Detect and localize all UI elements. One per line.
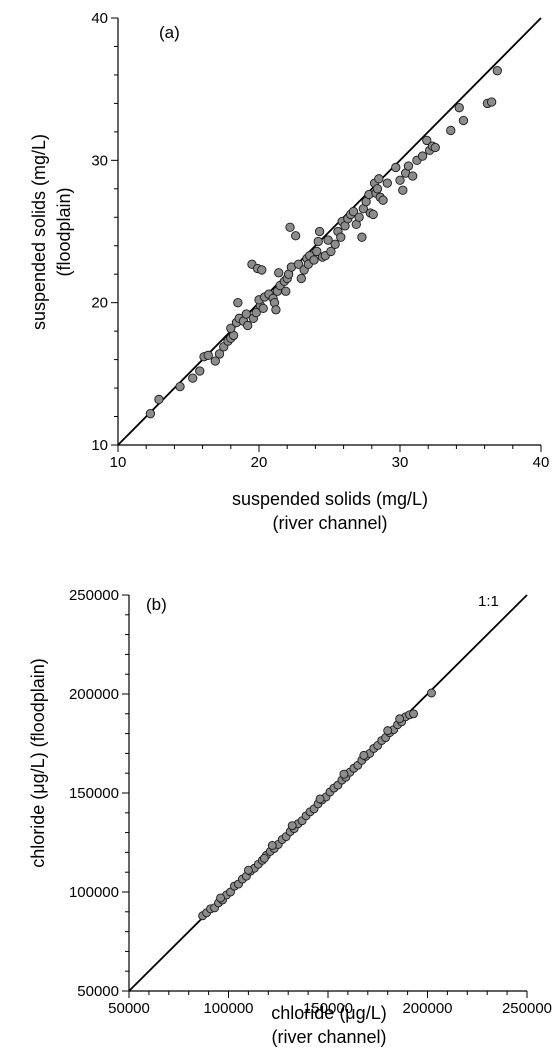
panel-b-data-point xyxy=(395,714,405,724)
panel-a-data-point xyxy=(372,184,383,194)
panel-b-x-tick-label: 150000 xyxy=(303,1000,353,1017)
panel-b-label: (b) xyxy=(146,595,167,614)
panel-a-data-point xyxy=(281,286,291,296)
panel-a-y-tick-label: 10 xyxy=(91,437,108,454)
panel-b-y-tick-label: 150000 xyxy=(69,785,119,802)
panel-b-x-tick-label: 100000 xyxy=(203,1000,253,1017)
panel-a-data-point xyxy=(357,232,367,242)
panel-a-data-point xyxy=(233,298,243,308)
panel-a-data-point xyxy=(391,162,401,173)
panel-a-y-axis-title-line2: (floodplain) xyxy=(54,187,74,276)
panel-b-data-point xyxy=(409,709,419,719)
panel-a-x-axis-title-line1: suspended solids (mg/L) xyxy=(232,489,428,509)
panel-b-data-point xyxy=(339,769,349,779)
panel-a-one-to-one-line xyxy=(117,17,542,446)
panel-a-y-tick-label: 30 xyxy=(91,152,108,169)
panel-a-data-point xyxy=(195,366,205,376)
panel-a-data-point xyxy=(430,142,440,153)
panel-a-data-point xyxy=(326,246,336,257)
panel-a-data-point xyxy=(313,236,323,247)
panel-a-data-point xyxy=(446,125,456,136)
panel-a-data-point xyxy=(296,273,306,284)
panel-a-data-point xyxy=(323,235,333,245)
panel-b-data-point xyxy=(216,893,225,903)
panel-a-data-point xyxy=(226,323,236,333)
panel-a-data-point xyxy=(312,246,322,257)
panel-b-y-tick-label: 100000 xyxy=(69,884,119,901)
panel-a-data-point xyxy=(417,151,428,161)
panel-b-y-tick-label: 50000 xyxy=(77,983,119,1000)
panel-a-data-point xyxy=(214,349,225,359)
panel-a-data-point xyxy=(492,66,502,76)
panel-a-x-tick-label: 30 xyxy=(392,454,409,471)
panel-a-data-point xyxy=(486,97,497,107)
panel-b-x-axis-title-line1: chloride (μg/L) xyxy=(271,1003,386,1023)
panel-a-data-point xyxy=(422,135,432,146)
panel-a-data-point xyxy=(203,350,213,360)
panel-a-x-axis-title-line2: (river channel) xyxy=(272,513,387,533)
panel-b-x-tick-label: 50000 xyxy=(108,1000,150,1017)
panel-a-data-point xyxy=(274,268,284,278)
panel-a-data-point xyxy=(257,265,267,275)
panel-b-y-tick-label: 250000 xyxy=(69,587,119,604)
panel-a-data-point xyxy=(243,320,253,331)
panel-b-y-tick-label: 200000 xyxy=(69,686,119,703)
panel-b-data-point xyxy=(243,865,253,875)
panel-a-data-point xyxy=(454,103,464,113)
panel-a-x-tick-label: 40 xyxy=(533,454,550,471)
panel-a-data-point xyxy=(285,222,295,232)
panel-b-data-point xyxy=(383,726,393,736)
panel-a-data-point xyxy=(354,212,364,222)
panel-b-data-point xyxy=(427,688,436,698)
panel-a-y-tick-label: 20 xyxy=(91,295,108,312)
panel-b-y-axis-title: chloride (μg/L) (floodplain) xyxy=(28,658,48,867)
panel-a-data-point xyxy=(348,206,359,217)
panel-b-data-point xyxy=(315,794,325,804)
panel-b-data-point xyxy=(287,821,297,831)
panel-b-data-point xyxy=(359,750,369,760)
panel-a-x-tick-label: 10 xyxy=(110,454,127,471)
panel-a-data-point xyxy=(309,255,319,265)
panel-a-data-point xyxy=(154,394,164,405)
panel-a-data-point xyxy=(408,171,418,181)
panel-b-data-point xyxy=(267,841,277,850)
panel-a-label: (a) xyxy=(159,23,180,42)
panel-a-y-tick-label: 40 xyxy=(91,10,108,27)
panel-a-data-point xyxy=(251,307,261,318)
panel-a-data-point xyxy=(188,373,198,383)
panel-a-chart: (a) suspended solids (mg/L) (river chann… xyxy=(29,10,549,533)
panel-a-data-point xyxy=(241,309,251,319)
panel-a-data-point xyxy=(368,209,378,220)
panel-a-data-point xyxy=(378,195,388,205)
panel-a-x-tick-label: 20 xyxy=(251,454,268,471)
panel-a-data-point xyxy=(403,161,414,171)
panel-b-data-point xyxy=(259,853,269,863)
panel-a-data-point xyxy=(395,175,405,185)
panel-a-data-point xyxy=(398,185,408,195)
panel-a-data-point xyxy=(336,232,346,242)
panel-a-y-axis-title-line1: suspended solids (mg/L) xyxy=(29,134,49,330)
panel-a-data-point xyxy=(382,178,392,188)
panel-b-x-tick-label: 250000 xyxy=(502,1000,552,1017)
panel-b-x-tick-label: 200000 xyxy=(402,1000,452,1017)
panel-b-x-axis-title-line2: (river channel) xyxy=(271,1027,386,1047)
panel-a-data-point xyxy=(458,115,469,126)
panel-a-data-point xyxy=(258,303,268,314)
panel-b-chart: (b) 1:1 chloride (μg/L) (river channel) … xyxy=(28,587,552,1047)
panel-a-data-point xyxy=(330,239,340,249)
panel-a-data-point xyxy=(291,231,301,241)
panel-a-data-point xyxy=(314,226,325,237)
panel-a-data-point xyxy=(374,174,384,184)
panel-a-data-point xyxy=(271,305,281,315)
panel-a-data-point xyxy=(293,259,304,269)
panel-a-data-point xyxy=(210,356,220,366)
panel-a-data-point xyxy=(145,409,156,419)
panel-b-annotation-1to1: 1:1 xyxy=(478,593,499,610)
panel-a-data-point xyxy=(175,381,185,392)
